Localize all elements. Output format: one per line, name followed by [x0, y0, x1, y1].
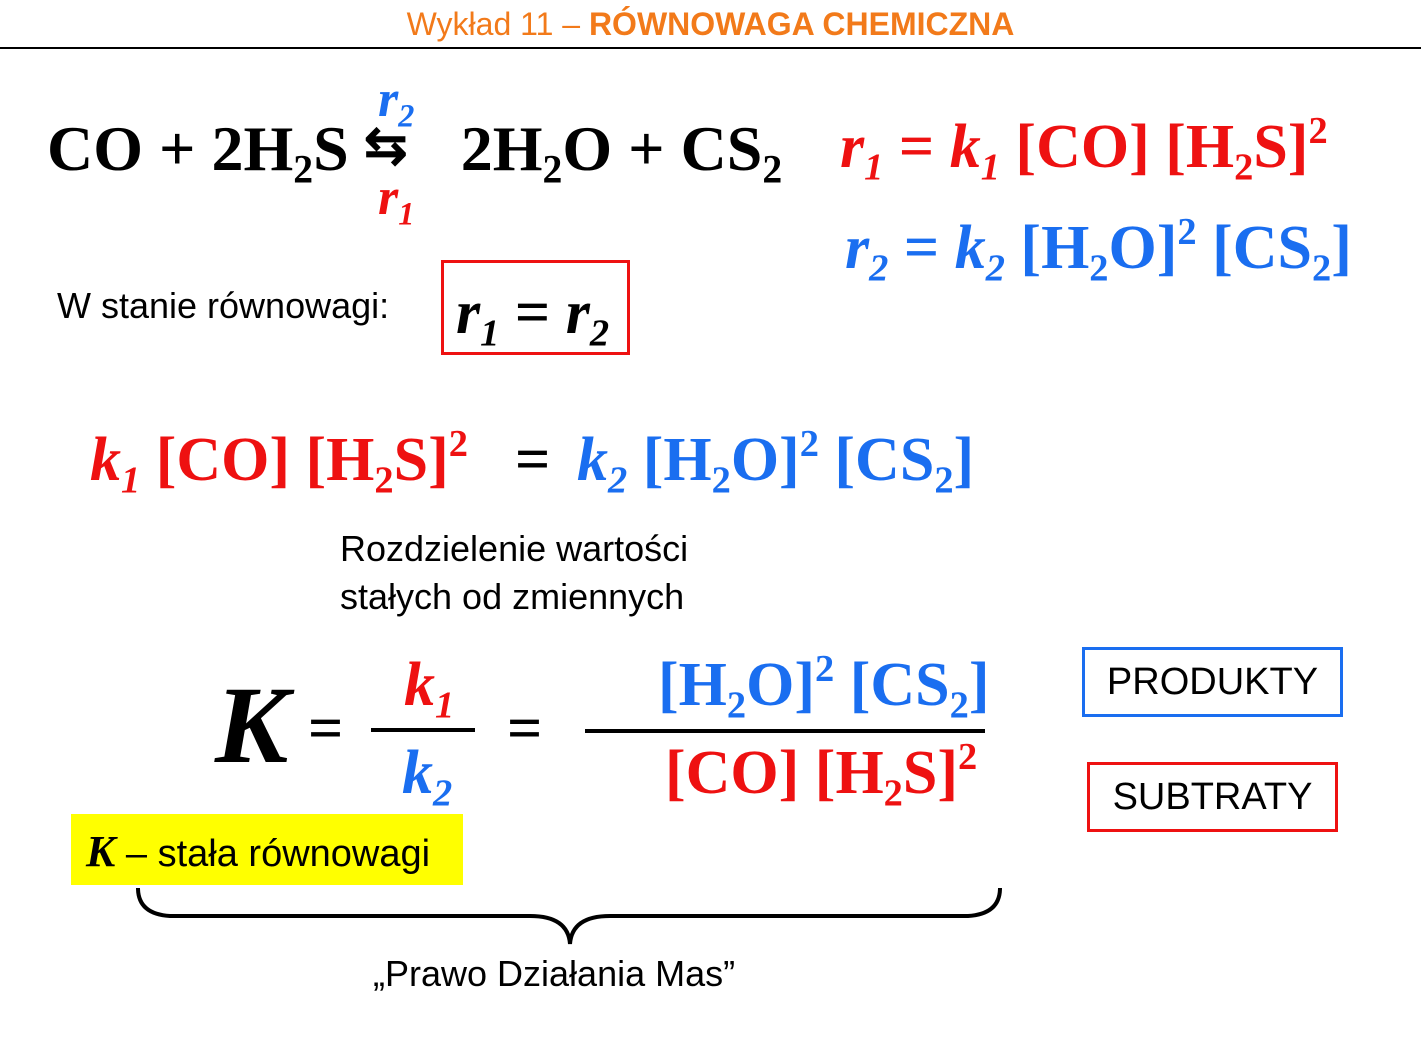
denominator-k2: k2: [402, 739, 453, 815]
reverse-rate-expression: k2 [H2O]2 [CS2]: [577, 423, 975, 502]
equilibrium-condition-box: [441, 260, 630, 355]
curly-brace-icon: [136, 887, 1002, 945]
header-divider: [0, 47, 1421, 49]
law-name: „Prawo Działania Mas”: [373, 953, 736, 994]
legend-reactants: SUBTRATY: [1087, 762, 1338, 832]
products-subscript: 2: [542, 147, 563, 192]
definition-highlight: [71, 814, 463, 885]
products-mid: O + CS: [562, 113, 763, 184]
constant-equals-2: =: [507, 695, 543, 763]
reaction-equation: CO + 2H2S 2H2O + CS2: [47, 112, 782, 190]
page-title: Wykład 11 – RÓWNOWAGA CHEMICZNA: [0, 6, 1421, 43]
constant-equals-1: =: [308, 695, 344, 763]
note-line-2: stałych od zmiennych: [340, 576, 685, 617]
balance-equals: =: [515, 426, 551, 494]
reactants-end: S: [313, 113, 349, 184]
equilibrium-label: W stanie równowagi:: [57, 285, 390, 326]
legend-products: PRODUKTY: [1082, 647, 1343, 717]
reactants-concentrations: [CO] [H2S]2: [665, 736, 978, 815]
lecture-number: Wykład 11 –: [406, 6, 589, 42]
constant-definition: K – stała równowagi: [86, 827, 431, 876]
reactants: CO + 2H: [47, 113, 294, 184]
rate-reverse-label: r2: [378, 71, 415, 134]
equilibrium-condition: r1 = r2: [456, 279, 610, 355]
products: 2H: [460, 113, 543, 184]
note-line-1: Rozdzielenie wartości: [340, 528, 689, 569]
forward-rate-expression: k1 [CO] [H2S]2: [90, 423, 468, 502]
products-concentrations: [H2O]2 [CS2]: [658, 648, 990, 727]
rate-forward-label: r1: [378, 169, 415, 232]
reactants-subscript: 2: [293, 147, 314, 192]
equilibrium-constant-symbol: K: [215, 664, 289, 786]
rate-law-reverse: r2 = k2 [H2O]2 [CS2]: [845, 211, 1352, 290]
numerator-k1: k1: [404, 651, 455, 727]
fraction-bar-rate-constants: [371, 728, 475, 732]
equilibrium-arrow-icon: ⇆: [364, 118, 408, 175]
rate-law-forward: r1 = k1 [CO] [H2S]2: [840, 110, 1328, 189]
products-end-subscript: 2: [762, 147, 783, 192]
fraction-bar-concentrations: [585, 729, 985, 733]
lecture-topic: RÓWNOWAGA CHEMICZNA: [588, 6, 1015, 42]
